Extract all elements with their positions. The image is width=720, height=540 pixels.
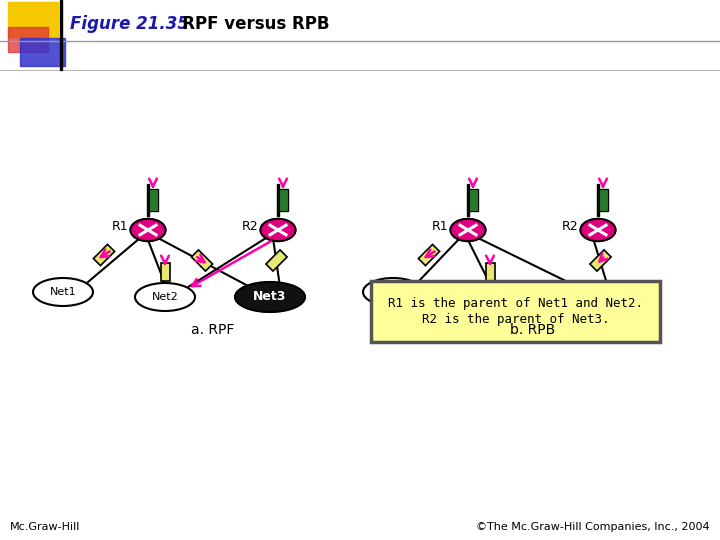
Bar	[8, 27, 48, 52]
Bar	[147, 184, 149, 216]
Text: a. RPF: a. RPF	[192, 323, 235, 337]
Ellipse shape	[580, 219, 616, 241]
Bar	[20, 38, 65, 66]
Text: R2: R2	[241, 220, 258, 233]
Ellipse shape	[135, 283, 195, 311]
Text: Figure 21.35: Figure 21.35	[70, 15, 189, 33]
Text: R1 is the parent of Net1 and Net2.
R2 is the parent of Net3.: R1 is the parent of Net1 and Net2. R2 is…	[388, 298, 643, 326]
Ellipse shape	[363, 278, 423, 306]
Bar	[279, 189, 288, 211]
Text: Net3: Net3	[253, 291, 287, 303]
Bar	[597, 184, 599, 216]
Text: Net2: Net2	[152, 292, 179, 302]
Text: Net3: Net3	[581, 291, 615, 303]
Bar	[266, 250, 287, 271]
Text: b. RPB: b. RPB	[510, 323, 556, 337]
Bar	[590, 250, 611, 271]
Ellipse shape	[261, 219, 296, 241]
Bar	[279, 189, 288, 211]
Text: R1: R1	[112, 220, 128, 233]
Bar	[8, 2, 58, 37]
Bar	[467, 184, 469, 216]
Bar	[469, 189, 478, 211]
Bar	[161, 263, 169, 281]
Bar	[485, 263, 495, 281]
Bar	[149, 189, 158, 211]
Text: Net1: Net1	[50, 287, 76, 297]
Text: RPF versus RPB: RPF versus RPB	[165, 15, 330, 33]
Bar	[599, 189, 608, 211]
Ellipse shape	[451, 219, 485, 241]
Bar	[192, 250, 212, 271]
Bar	[418, 245, 440, 266]
Bar	[277, 184, 279, 216]
Text: R2: R2	[562, 220, 578, 233]
Text: Mc.Graw-Hill: Mc.Graw-Hill	[10, 522, 81, 532]
Text: R1: R1	[431, 220, 448, 233]
Ellipse shape	[563, 282, 633, 312]
Text: Net2: Net2	[477, 292, 503, 302]
Ellipse shape	[130, 219, 166, 241]
Bar	[94, 245, 114, 266]
Bar	[599, 189, 608, 211]
Ellipse shape	[235, 282, 305, 312]
Ellipse shape	[33, 278, 93, 306]
Bar	[60, 0, 62, 70]
Ellipse shape	[460, 283, 520, 311]
Text: ©The Mc.Graw-Hill Companies, Inc., 2004: ©The Mc.Graw-Hill Companies, Inc., 2004	[477, 522, 710, 532]
Text: Net1: Net1	[379, 287, 406, 297]
Bar	[469, 189, 478, 211]
FancyBboxPatch shape	[371, 281, 660, 342]
Bar	[149, 189, 158, 211]
